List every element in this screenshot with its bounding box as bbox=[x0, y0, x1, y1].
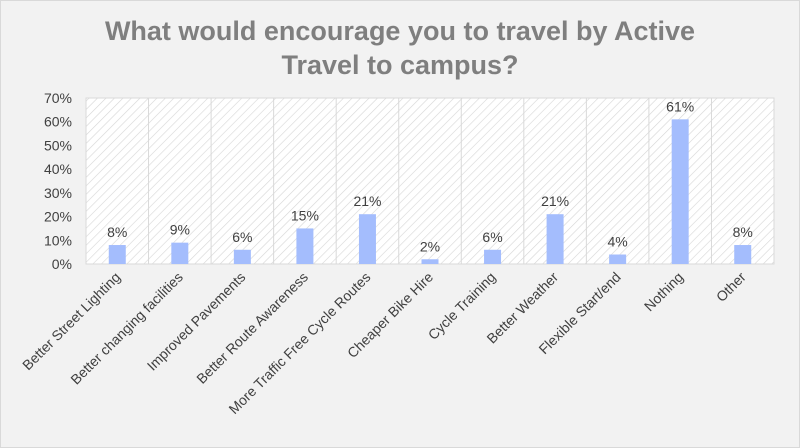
y-tick-label: 30% bbox=[44, 185, 72, 201]
data-label: 6% bbox=[482, 229, 502, 245]
data-label: 9% bbox=[170, 222, 190, 238]
y-tick-label: 10% bbox=[44, 232, 72, 248]
bar bbox=[734, 245, 752, 264]
data-label: 61% bbox=[666, 98, 694, 114]
chart-title-line-1: What would encourage you to travel by Ac… bbox=[104, 16, 696, 46]
chart-title-line-2: Travel to campus? bbox=[281, 50, 519, 80]
data-label: 4% bbox=[608, 234, 628, 250]
chart-title: What would encourage you to travel by Ac… bbox=[0, 14, 800, 82]
bar bbox=[108, 245, 126, 264]
y-tick-label: 40% bbox=[44, 161, 72, 177]
data-label: 8% bbox=[733, 224, 753, 240]
bar bbox=[233, 249, 251, 264]
x-tick-label: Better Route Awareness bbox=[193, 269, 311, 387]
bar bbox=[421, 259, 439, 264]
y-tick-label: 20% bbox=[44, 209, 72, 225]
bar bbox=[484, 249, 502, 264]
data-label: 6% bbox=[232, 229, 252, 245]
bar bbox=[546, 214, 564, 264]
data-label: 21% bbox=[353, 193, 381, 209]
bar bbox=[671, 119, 689, 264]
y-tick-label: 0% bbox=[52, 256, 72, 272]
bar bbox=[609, 254, 627, 264]
y-tick-label: 50% bbox=[44, 137, 72, 153]
x-tick-label: Better changing facilities bbox=[67, 269, 186, 388]
data-label: 2% bbox=[420, 238, 440, 254]
y-tick-label: 70% bbox=[44, 90, 72, 106]
data-label: 21% bbox=[541, 193, 569, 209]
data-label: 8% bbox=[107, 224, 127, 240]
bar bbox=[358, 214, 376, 264]
x-tick-label: Other bbox=[713, 269, 749, 305]
data-label: 15% bbox=[291, 207, 319, 223]
y-tick-label: 60% bbox=[44, 114, 72, 130]
x-tick-label: Nothing bbox=[641, 269, 686, 314]
bar bbox=[171, 242, 189, 264]
bar bbox=[296, 228, 314, 264]
